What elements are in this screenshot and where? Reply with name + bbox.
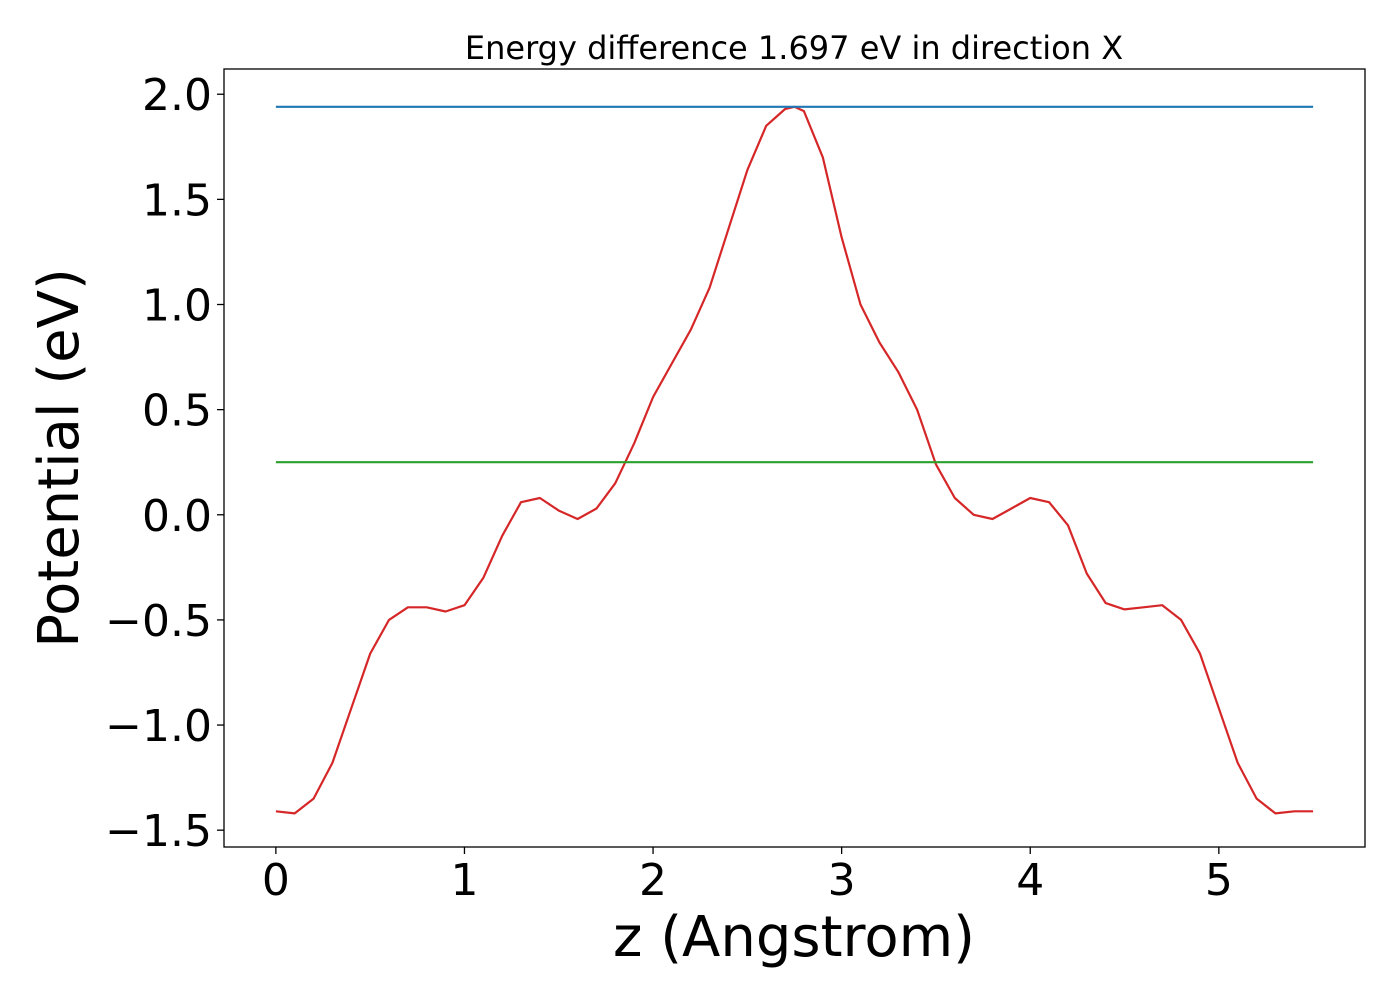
x-tick-label: 0 [262, 855, 290, 906]
series-layer [275, 105, 1314, 815]
y-axis-ticks: 2.0 1.5 1.0 0.5 0.0 −0.5 −1.0 −1.5 [105, 70, 224, 857]
y-tick-label: −1.5 [105, 806, 212, 857]
y-tick-label: 0.0 [142, 491, 212, 542]
y-tick-label: 2.0 [142, 70, 212, 121]
x-tick-label: 2 [639, 855, 667, 906]
x-axis-label: z (Angstrom) [613, 905, 975, 970]
y-tick-label: 0.5 [142, 386, 212, 437]
x-tick-label: 5 [1205, 855, 1233, 906]
y-tick-label: −0.5 [105, 596, 212, 647]
y-tick-label: 1.0 [142, 281, 212, 332]
y-axis-label: Potential (eV) [27, 268, 92, 648]
x-tick-label: 3 [828, 855, 856, 906]
x-axis-ticks: 0 1 2 3 4 5 [262, 847, 1233, 906]
y-tick-label: 1.5 [142, 175, 212, 226]
x-tick-label: 4 [1016, 855, 1044, 906]
x-tick-label: 1 [450, 855, 478, 906]
plot-area-frame [223, 68, 1366, 848]
y-tick-label: −1.0 [105, 701, 212, 752]
series-line-0 [275, 105, 1314, 815]
chart-title: Energy difference 1.697 eV in direction … [465, 29, 1123, 67]
